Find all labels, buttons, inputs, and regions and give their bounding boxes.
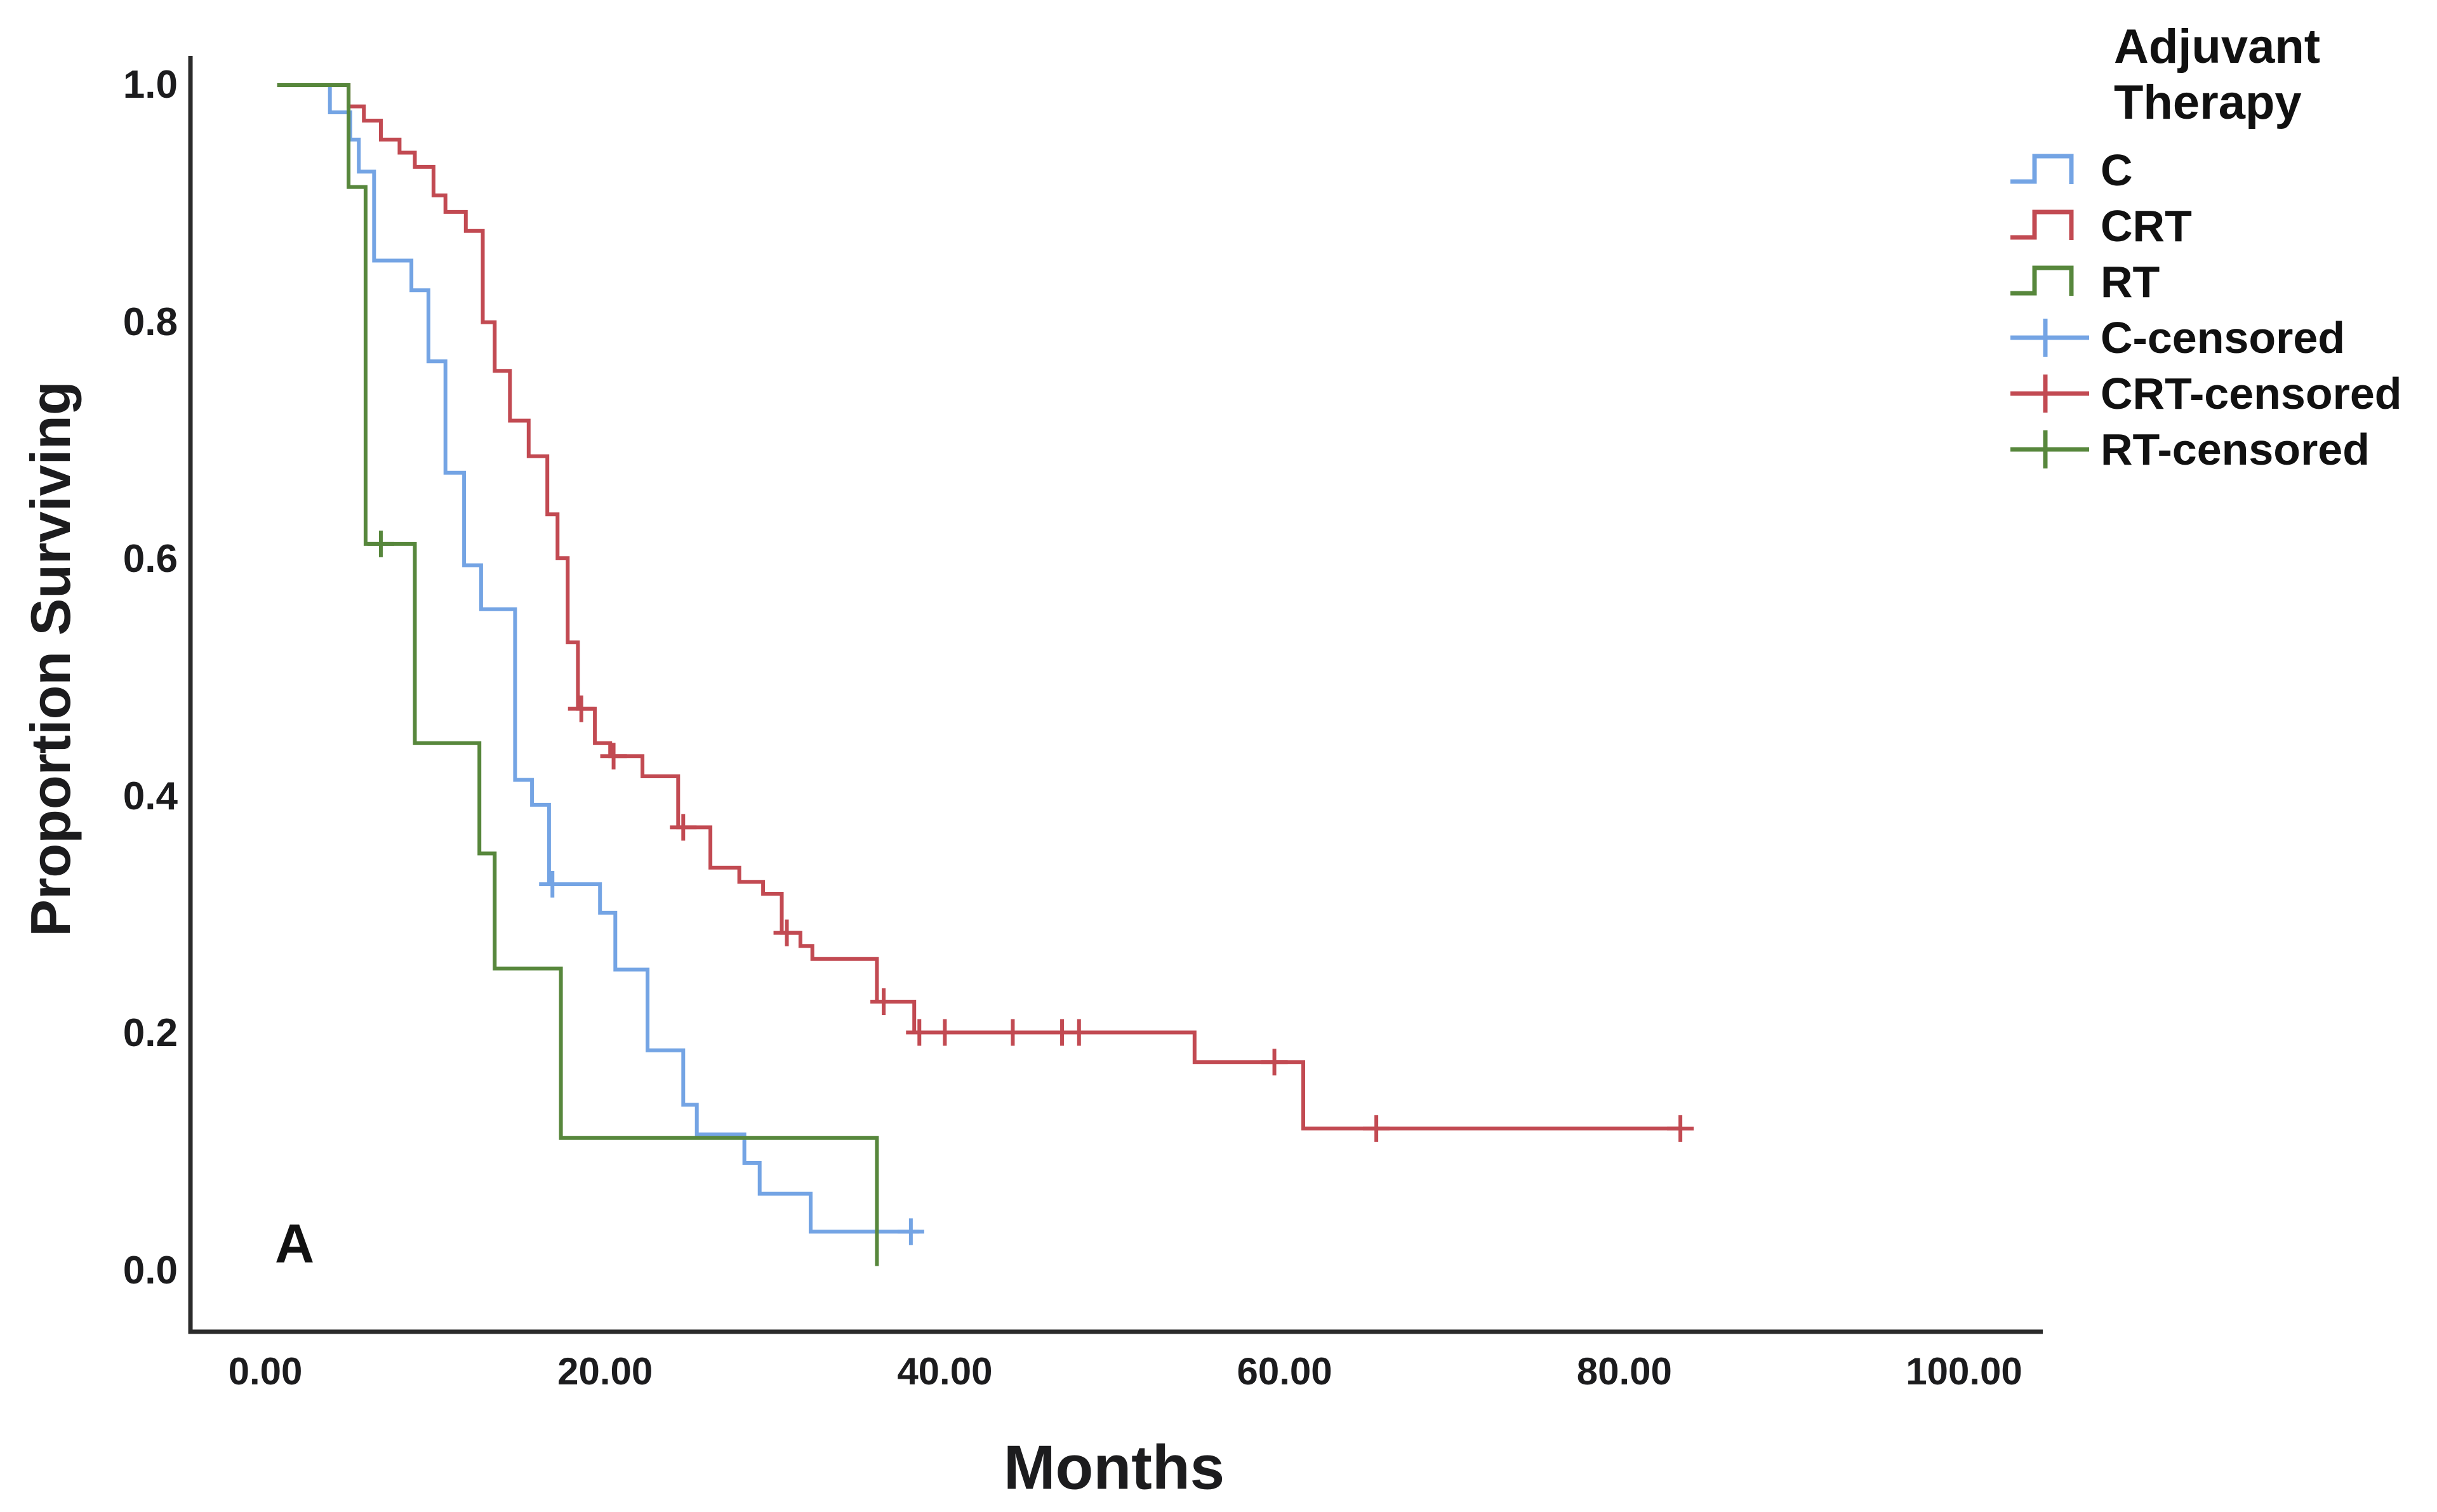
- axis-frame: [188, 56, 2043, 1334]
- curve-C: [277, 83, 920, 1234]
- censor-mark-C: [897, 1218, 924, 1245]
- legend-entry-C: C: [2009, 142, 2402, 198]
- curve-CRT: [277, 83, 1681, 1131]
- legend-entry-label: CRT-censored: [2101, 369, 2402, 418]
- x-tick-label: 80.00: [1576, 1350, 1672, 1393]
- legend-entry-label: C: [2101, 145, 2133, 195]
- censor-mark-CRT: [600, 743, 627, 770]
- y-tick-label: 1.0: [123, 63, 178, 107]
- legend-censor-plus-icon: [2010, 430, 2089, 468]
- censor-mark-RT: [367, 530, 394, 557]
- legend-entry-label: C-censored: [2101, 313, 2346, 362]
- legend-title: Adjuvant Therapy: [2114, 20, 2321, 129]
- x-tick-label: 0.00: [228, 1350, 303, 1393]
- legend-entry-RT-censored: RT-censored: [2009, 421, 2402, 477]
- y-tick-label: 0.8: [123, 300, 178, 344]
- legend-censor-plus-icon: [2010, 375, 2089, 413]
- censor-mark-CRT: [1363, 1115, 1390, 1142]
- legend: Adjuvant Therapy C CRT RT C-censored CRT-cen…: [2009, 19, 2402, 477]
- y-axis-title: Proportion Surviving: [19, 381, 82, 937]
- censor-mark-CRT: [670, 814, 697, 841]
- x-tick-label: 100.00: [1906, 1350, 2022, 1393]
- censor-mark-CRT: [1667, 1115, 1694, 1142]
- legend-step-line-icon: [2010, 154, 2074, 184]
- legend-entry-label: CRT: [2101, 201, 2192, 251]
- censor-mark-CRT: [1065, 1019, 1092, 1046]
- legend-entry-label: RT: [2101, 257, 2160, 307]
- x-tick-label: 20.00: [557, 1350, 653, 1393]
- x-axis-title: Months: [1003, 1432, 1225, 1502]
- legend-entry-RT: RT: [2009, 254, 2402, 310]
- x-tick-label: 60.00: [1237, 1350, 1332, 1393]
- censor-mark-CRT: [773, 919, 800, 946]
- censor-mark-CRT: [931, 1019, 959, 1046]
- legend-entry-label: RT-censored: [2101, 425, 2370, 474]
- curve-RT: [277, 83, 879, 1266]
- x-tick-label: 40.00: [897, 1350, 993, 1393]
- legend-censor-plus-icon: [2010, 319, 2089, 357]
- censor-mark-CRT: [870, 988, 898, 1015]
- censor-mark-CRT: [1261, 1049, 1288, 1076]
- y-tick-label: 0.2: [123, 1011, 178, 1056]
- censor-mark-CRT: [906, 1019, 933, 1046]
- legend-entry-C-censored: C-censored: [2009, 310, 2402, 366]
- legend-entry-CRT: CRT: [2009, 198, 2402, 254]
- legend-step-line-icon: [2010, 209, 2074, 240]
- y-tick-label: 0.0: [123, 1249, 178, 1292]
- censor-mark-C: [539, 871, 566, 898]
- legend-entry-CRT-censored: CRT-censored: [2009, 366, 2402, 421]
- y-tick-label: 0.6: [123, 537, 178, 581]
- legend-step-line-icon: [2010, 265, 2074, 296]
- y-tick-label: 0.4: [123, 774, 178, 818]
- legend-entries: C CRT RT C-censored CRT-censored RT-censored: [2009, 142, 2402, 477]
- censor-mark-CRT: [999, 1019, 1026, 1046]
- panel-letter: A: [274, 1213, 315, 1275]
- censor-mark-CRT: [568, 695, 595, 722]
